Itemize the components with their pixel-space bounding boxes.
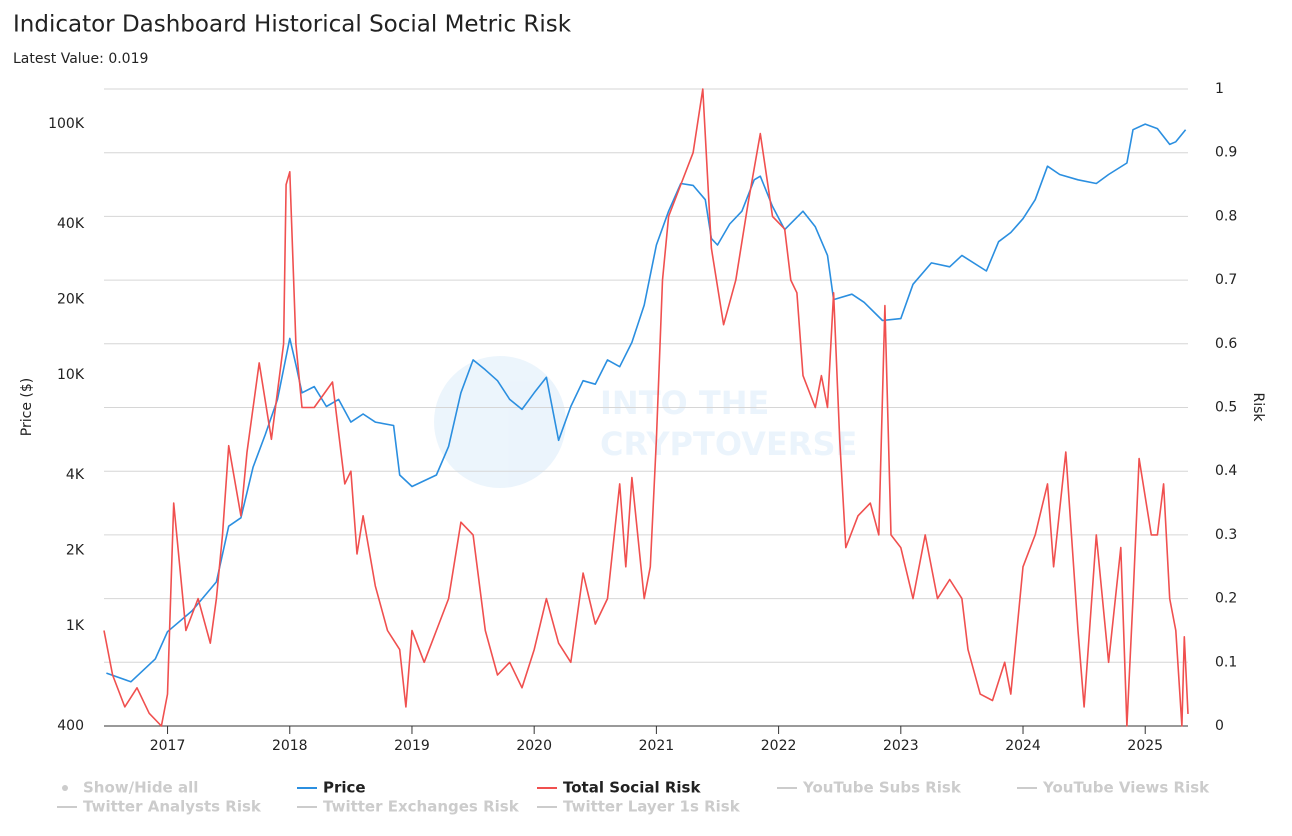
- legend-toggle[interactable]: Show/Hide all: [83, 779, 198, 797]
- y2-tick-label: 0.6: [1215, 336, 1237, 352]
- legend-toggle-dot[interactable]: [62, 785, 68, 791]
- x-tick-label: 2020: [516, 738, 552, 754]
- y-tick-label: 100K: [48, 116, 85, 132]
- chart-title: Indicator Dashboard Historical Social Me…: [13, 12, 572, 38]
- x-tick-label: 2024: [1005, 738, 1041, 754]
- watermark-text: INTO THE: [600, 384, 769, 422]
- y-axis-title: Price ($): [19, 378, 35, 436]
- series-line: [103, 88, 1189, 727]
- x-tick-label: 2025: [1127, 738, 1163, 754]
- legend-item[interactable]: YouTube Views Risk: [1042, 779, 1210, 797]
- y-tick-label: 10K: [57, 367, 85, 383]
- y2-tick-label: 0.9: [1215, 145, 1237, 161]
- y2-tick-label: 0: [1215, 718, 1224, 734]
- y2-tick-label: 0.7: [1215, 272, 1237, 288]
- y-tick-label: 1K: [66, 618, 85, 634]
- x-tick-label: 2022: [761, 738, 797, 754]
- y-tick-label: 400: [57, 718, 84, 734]
- y2-axis-title: Risk: [1250, 392, 1266, 422]
- y2-tick-label: 0.5: [1215, 400, 1237, 416]
- x-tick-label: 2019: [394, 738, 430, 754]
- x-tick-label: 2021: [639, 738, 675, 754]
- y2-tick-label: 0.8: [1215, 208, 1237, 224]
- y-tick-label: 2K: [66, 543, 85, 559]
- legend-item[interactable]: Total Social Risk: [563, 779, 701, 797]
- legend-item[interactable]: Twitter Layer 1s Risk: [563, 798, 741, 816]
- y-tick-label: 40K: [57, 216, 85, 232]
- y2-tick-label: 0.1: [1215, 654, 1237, 670]
- y-tick-label: 20K: [57, 292, 85, 308]
- legend-item[interactable]: Twitter Analysts Risk: [83, 798, 262, 816]
- x-tick-label: 2018: [272, 738, 308, 754]
- y2-tick-label: 0.3: [1215, 527, 1237, 543]
- y2-tick-label: 1: [1215, 81, 1224, 97]
- watermark: INTO THE CRYPTOVERSE: [434, 356, 857, 488]
- x-tick-label: 2023: [883, 738, 919, 754]
- y-tick-label: 4K: [66, 467, 85, 483]
- x-tick-label: 2017: [150, 738, 186, 754]
- chart-subtitle: Latest Value: 0.019: [13, 51, 148, 67]
- legend-item[interactable]: Price: [323, 779, 366, 797]
- y2-tick-label: 0.2: [1215, 591, 1237, 607]
- y2-tick-label: 0.4: [1215, 463, 1237, 479]
- series-line: [106, 123, 1187, 683]
- watermark-logo: [434, 356, 566, 488]
- legend-item[interactable]: Twitter Exchanges Risk: [323, 798, 520, 816]
- legend-item[interactable]: YouTube Subs Risk: [802, 779, 962, 797]
- watermark-text: CRYPTOVERSE: [600, 425, 857, 463]
